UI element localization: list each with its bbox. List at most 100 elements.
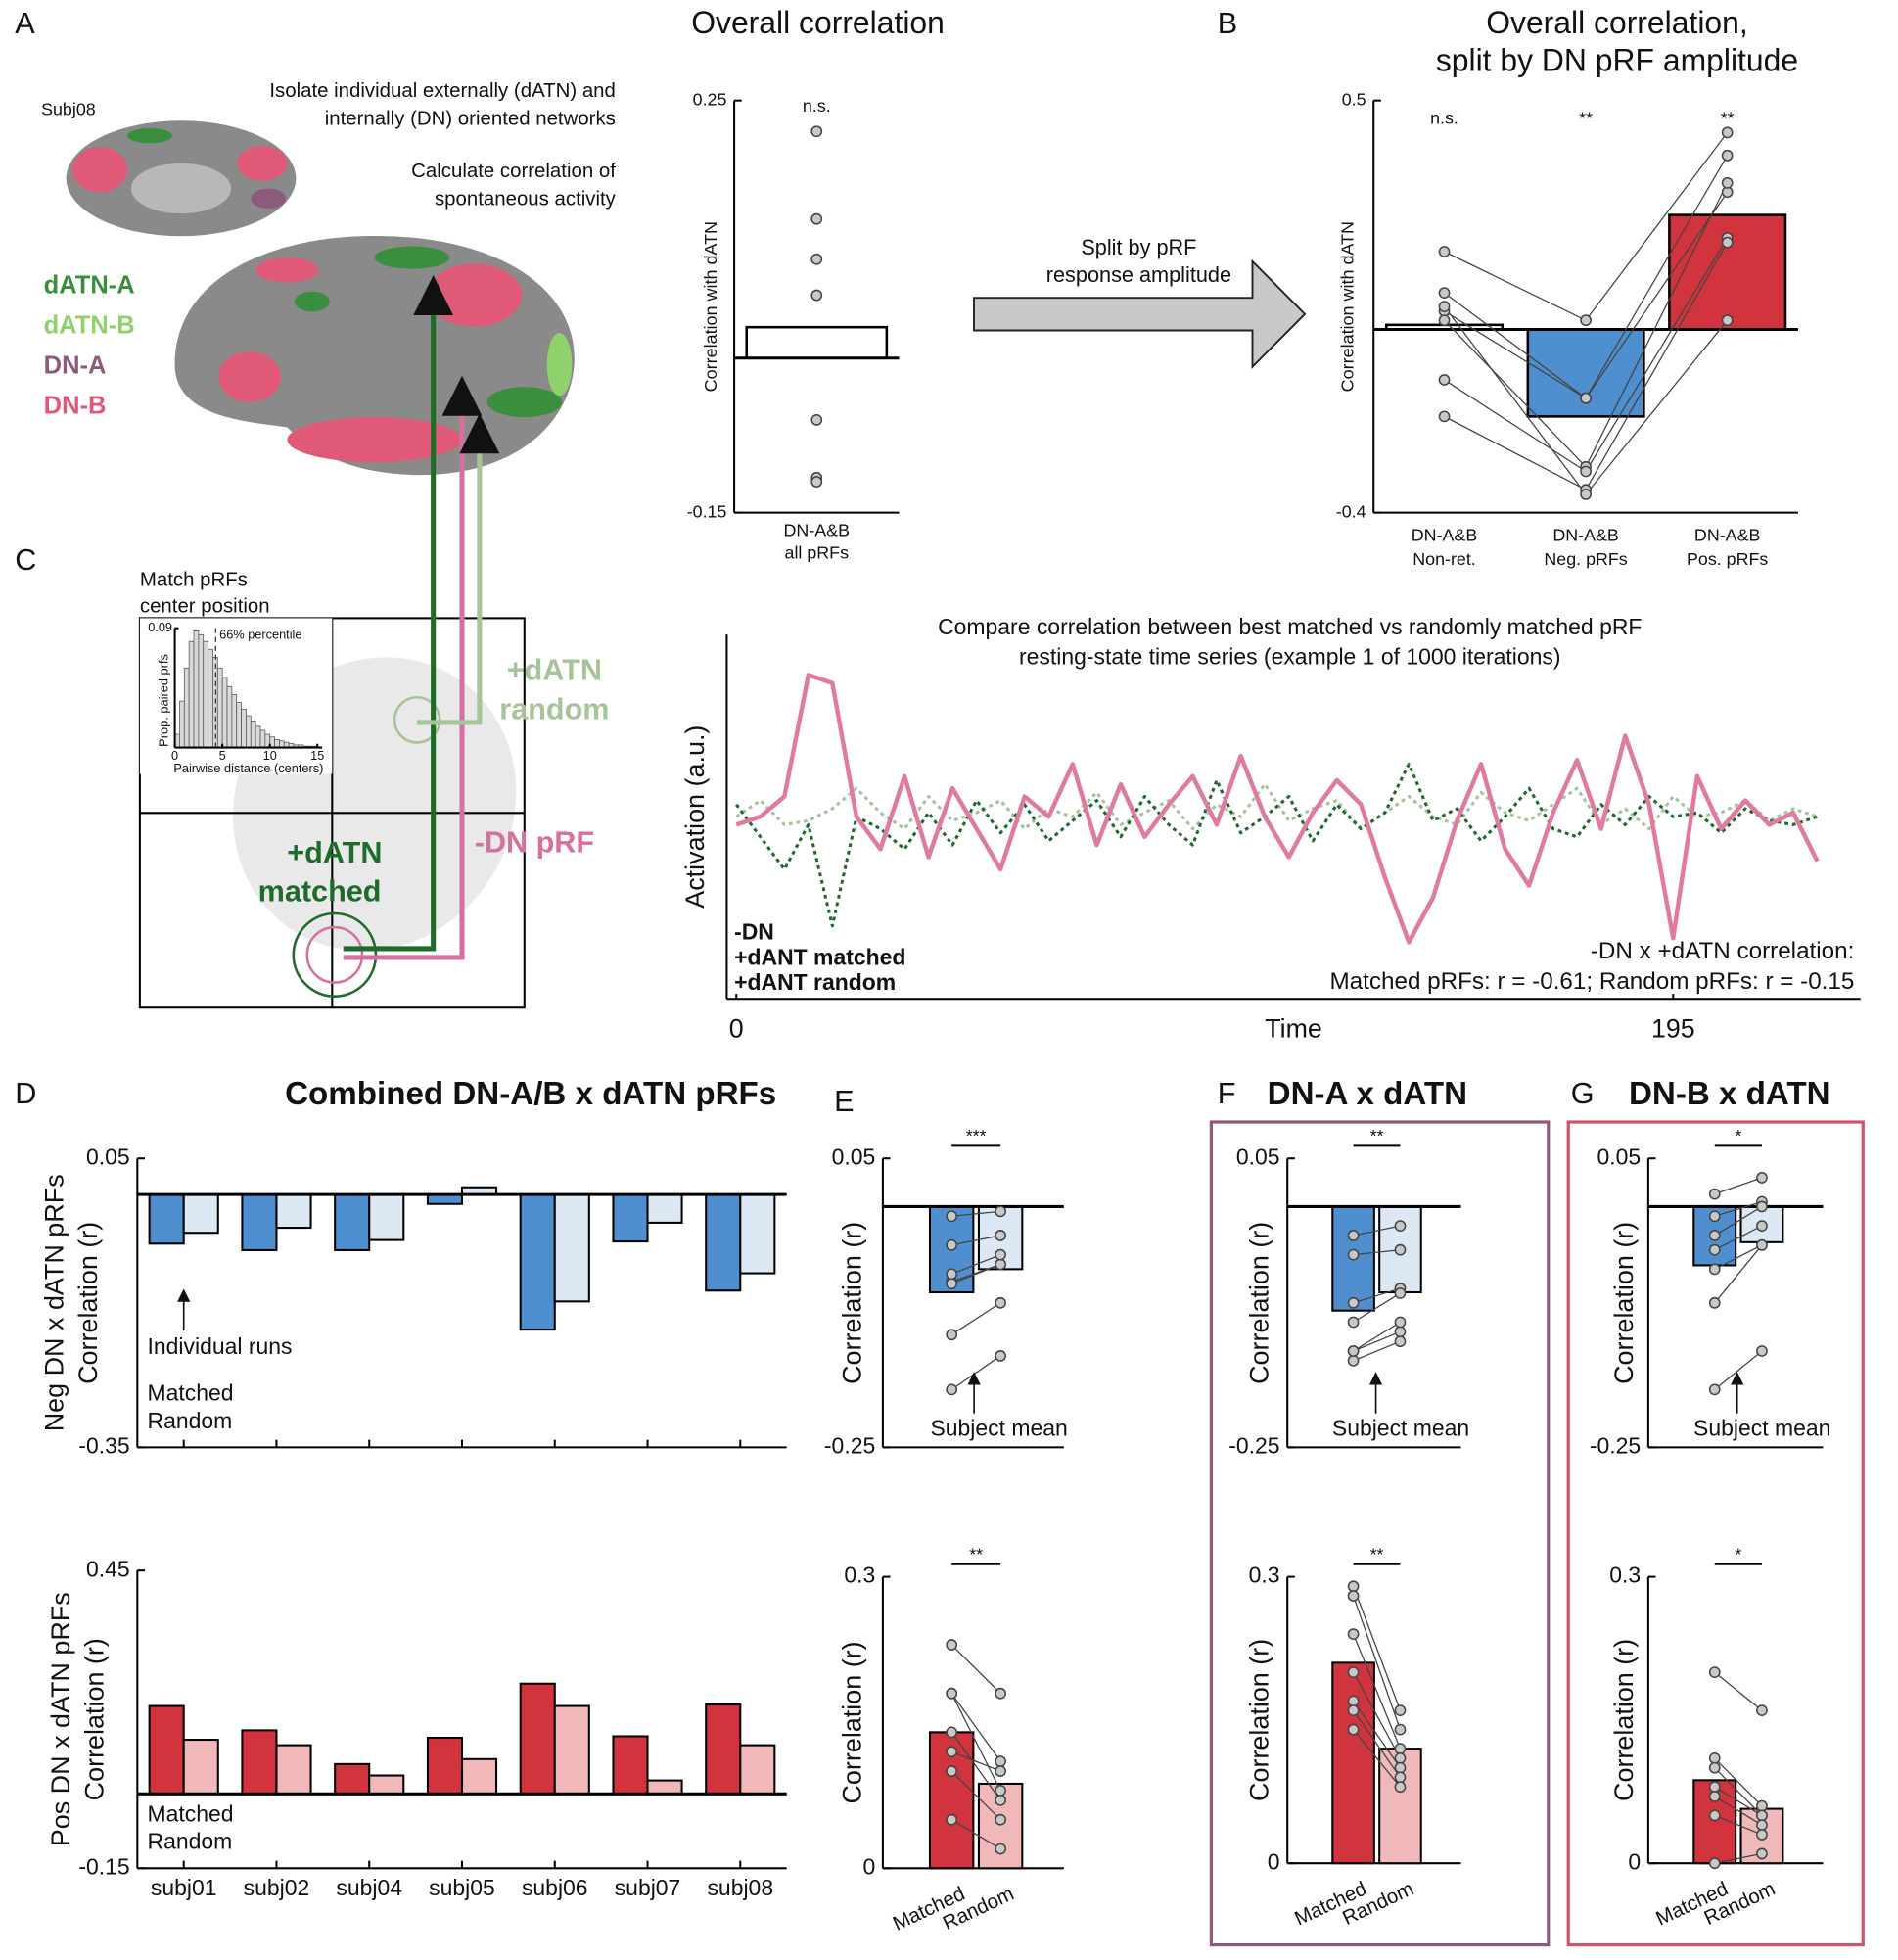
- data-point: [1756, 1819, 1768, 1832]
- data-point: [946, 1639, 958, 1651]
- data-point: [1347, 1590, 1360, 1602]
- bar: [368, 1193, 405, 1241]
- x-tick-label: subj08: [707, 1875, 773, 1900]
- data-point: [995, 1755, 1006, 1768]
- subject-line: [1353, 1249, 1401, 1256]
- significance: **: [1370, 1544, 1384, 1563]
- panel-letter: G: [1571, 1076, 1595, 1110]
- link-arrow: [417, 413, 500, 725]
- data-point: [1438, 287, 1451, 300]
- bar: [612, 1193, 649, 1243]
- data-point: [1580, 392, 1592, 404]
- x-axis-label: Time: [1265, 1013, 1322, 1043]
- subject-line: [1585, 182, 1729, 468]
- hist-bar: [241, 708, 247, 748]
- data-point: [995, 1258, 1006, 1271]
- x-tick-label: Neg. pRFs: [1544, 549, 1627, 569]
- data-point: [1347, 1345, 1360, 1357]
- x-tick-label: subj04: [336, 1875, 402, 1900]
- data-point: [946, 1383, 958, 1396]
- y-axis-label: Pos DN x dATN pRFs: [46, 1592, 75, 1846]
- y-axis-label: Correlation with dATN: [1337, 221, 1357, 392]
- subject-line: [1585, 242, 1729, 490]
- subject-line: [1714, 1244, 1763, 1270]
- hist-bar: [231, 694, 238, 748]
- subject-label: Subj08: [41, 100, 96, 119]
- subject-line: [1352, 1633, 1402, 1750]
- x-tick-label: 0: [171, 748, 178, 763]
- x-tick-label: 5: [219, 748, 226, 763]
- matched-label: matched: [258, 873, 382, 908]
- brain-patch: [374, 246, 450, 269]
- match-text: center position: [140, 594, 270, 617]
- subject-line: [1353, 1340, 1401, 1362]
- data-point: [1347, 1248, 1360, 1261]
- y-tick-label: 0.05: [86, 1143, 130, 1169]
- annotation: Matched pRFs: r = -0.61; Random pRFs: r …: [1330, 968, 1855, 995]
- panel-letter: A: [15, 6, 35, 40]
- data-point: [946, 1813, 958, 1826]
- y-tick-label: -0.25: [1228, 1432, 1279, 1458]
- subject-line: [950, 1263, 1001, 1284]
- bar: [705, 1703, 742, 1796]
- data-point: [1394, 1781, 1407, 1794]
- subject-line: [1353, 1292, 1401, 1324]
- brain-patch: [130, 163, 231, 214]
- hist-bar: [221, 677, 228, 748]
- data-point: [1347, 1354, 1360, 1367]
- subject-line: [1353, 1701, 1401, 1769]
- data-point: [946, 1278, 958, 1290]
- chart-title: resting-state time series (example 1 of …: [1019, 644, 1561, 670]
- percentile-label: 66% percentile: [219, 628, 301, 642]
- bar: [148, 1704, 185, 1796]
- data-point: [1394, 1751, 1407, 1764]
- data-point: [1394, 1704, 1407, 1717]
- dn-label: -DN pRF: [475, 824, 594, 859]
- bar: [460, 1757, 498, 1796]
- x-tick-label: 10: [263, 748, 277, 763]
- significance: ***: [966, 1126, 987, 1145]
- brain-patch: [218, 351, 282, 402]
- random-label: +dATN: [507, 653, 602, 687]
- data-point: [1580, 465, 1592, 478]
- data-point: [1347, 1723, 1360, 1736]
- data-point: [1394, 1723, 1407, 1736]
- brain-patch: [546, 333, 573, 397]
- subject-line: [1714, 1244, 1763, 1304]
- panel-letter: F: [1218, 1076, 1236, 1110]
- significance: n.s.: [803, 96, 831, 116]
- series-line: [735, 782, 1819, 831]
- subject-line: [950, 1770, 1001, 1821]
- subject-line: [1714, 1200, 1763, 1217]
- x-tick-label: subj01: [151, 1875, 217, 1900]
- x-tick-label: DN-A&B: [1694, 526, 1760, 545]
- data-point: [1756, 1799, 1768, 1812]
- data-point: [810, 253, 823, 265]
- large-brain: [174, 236, 575, 476]
- x-tick-label: subj05: [429, 1875, 495, 1900]
- bar: [334, 1762, 371, 1796]
- brain-patch: [486, 387, 563, 418]
- subject-line: [1444, 292, 1587, 399]
- data-point: [1394, 1243, 1407, 1256]
- data-point: [1394, 1743, 1407, 1755]
- y-axis-label: Correlation (r): [838, 1222, 867, 1384]
- subject-line: [1353, 1287, 1401, 1304]
- subject-line: [1353, 1321, 1401, 1352]
- y-tick-label: 0: [1268, 1848, 1280, 1874]
- subject-line: [950, 1693, 1001, 1762]
- data-point: [1394, 1771, 1407, 1784]
- y-axis-label: Correlation with dATN: [701, 221, 720, 392]
- subject-line: [1585, 319, 1729, 495]
- annotation: Individual runs: [148, 1333, 293, 1359]
- data-point: [946, 1329, 958, 1341]
- bar: [739, 1193, 776, 1275]
- hist-bar: [179, 700, 185, 748]
- data-point: [995, 1248, 1006, 1261]
- subject-line: [1714, 1767, 1763, 1816]
- subject-line: [1352, 1595, 1402, 1730]
- data-point: [1708, 1809, 1721, 1822]
- data-point: [1721, 314, 1734, 327]
- subject-line: [950, 1819, 1001, 1850]
- y-tick-label: 0.45: [86, 1556, 130, 1581]
